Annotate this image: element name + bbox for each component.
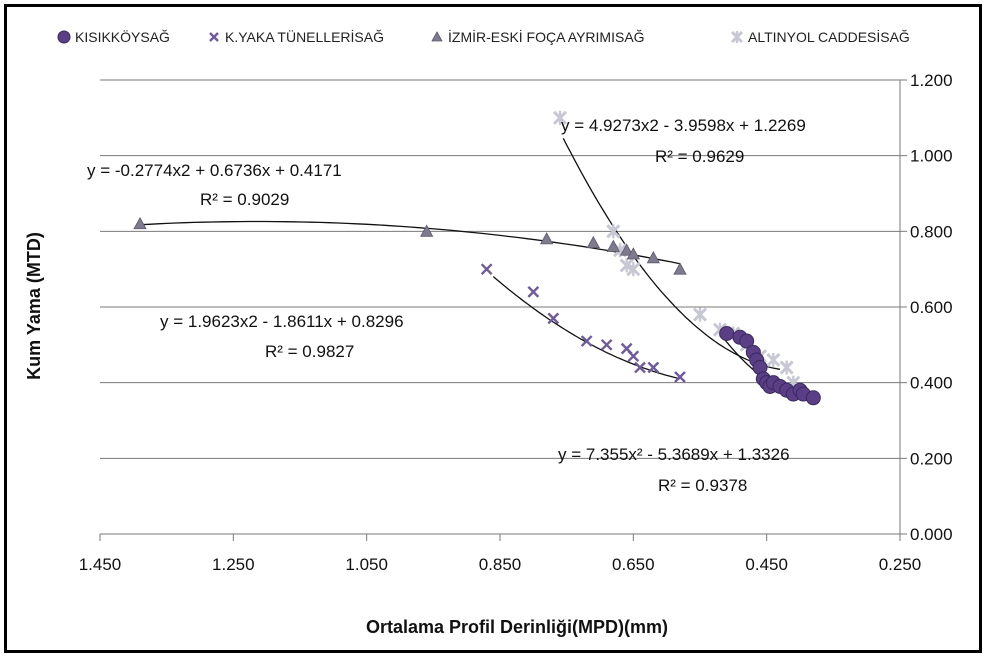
point-triangle — [673, 262, 687, 275]
y-tick-label: 0.800 — [910, 222, 953, 241]
legend-item: KISIKKÖYSAĞ — [57, 28, 170, 45]
annotation-izmir-equation: y = -0.2774x2 + 0.6736x + 0.4171 — [87, 161, 342, 180]
annotation-kyaka-equation: y = 1.9623x2 - 1.8611x + 0.8296 — [160, 312, 404, 331]
point-x — [600, 338, 613, 351]
point-triangle — [646, 250, 661, 264]
point-star — [552, 110, 568, 125]
x-tick-label: 0.450 — [745, 555, 788, 574]
point-x — [209, 32, 219, 42]
point-circle — [739, 333, 755, 349]
y-tick-label: 0.400 — [910, 374, 953, 393]
point-star — [766, 352, 781, 368]
y-tick-label: 1.200 — [910, 71, 953, 90]
x-tick-label: 0.850 — [479, 555, 522, 574]
legend-label: İZMİR-ESKİ FOÇA AYRIMISAĞ — [448, 28, 645, 45]
point-x — [634, 361, 646, 374]
annotation-kisikkoy-r2: R² = 0.9378 — [658, 476, 747, 495]
point-star — [606, 224, 621, 239]
point-circle — [57, 30, 71, 44]
x-tick-label: 0.250 — [879, 555, 922, 574]
x-tick-label: 1.050 — [345, 555, 388, 574]
annotation-izmir-r2: R² = 0.9029 — [200, 190, 289, 209]
y-tick-label: 0.600 — [910, 298, 953, 317]
point-star — [619, 258, 634, 273]
legend-label: K.YAKA TÜNELLERİSAĞ — [225, 28, 384, 45]
y-tick-label: 1.000 — [910, 147, 953, 166]
annotation-kyaka-r2: R² = 0.9827 — [265, 342, 354, 361]
point-x — [527, 286, 540, 298]
point-triangle — [619, 243, 634, 256]
y-tick-label: 0.200 — [910, 449, 953, 468]
point-triangle — [431, 31, 443, 42]
point-star — [730, 30, 744, 44]
trendline — [139, 220, 681, 265]
point-x — [647, 361, 660, 374]
y-axis-title: Kum Yama (MTD) — [24, 232, 44, 380]
axes: 0.000 0.200 0.400 0.600 0.800 1.000 1.200 1.450… — [79, 71, 953, 574]
point-x — [580, 335, 593, 347]
point-triangle — [606, 239, 621, 252]
point-star — [626, 262, 641, 277]
point-triangle — [133, 216, 147, 230]
point-circle — [805, 390, 821, 406]
point-triangle — [626, 247, 641, 260]
annotation-kisikkoy-equation: y = 7.355x² - 5.3689x + 1.3326 — [558, 445, 790, 464]
point-star — [692, 307, 708, 322]
point-x — [627, 350, 640, 363]
x-tick-label: 1.450 — [79, 555, 122, 574]
point-x — [480, 263, 493, 276]
annotation-altinyol-r2: R² = 0.9629 — [655, 147, 744, 166]
x-axis-title: Ortalama Profil Derinliği(MPD)(mm) — [366, 617, 668, 637]
legend-item: İZMİR-ESKİ FOÇA AYRIMISAĞ — [431, 28, 645, 45]
point-star — [779, 360, 794, 375]
point-x — [547, 312, 560, 325]
point-triangle — [419, 224, 434, 237]
legend-item: K.YAKA TÜNELLERİSAĞ — [209, 28, 384, 45]
x-tick-label: 0.650 — [612, 555, 655, 574]
chart-frame — [4, 4, 982, 653]
point-triangle — [586, 235, 601, 249]
trendline — [562, 138, 781, 370]
legend-label: KISIKKÖYSAĞ — [75, 28, 170, 45]
point-circle — [719, 325, 735, 341]
data-points — [133, 110, 821, 406]
annotation-altinyol-equation: y = 4.9273x2 - 3.9598x + 1.2269 — [561, 116, 806, 135]
x-tick-label: 1.250 — [212, 555, 255, 574]
point-triangle — [539, 232, 554, 245]
grid-lines — [100, 79, 900, 459]
legend-label: ALTINYOL CADDESİSAĞ — [748, 28, 910, 45]
legend-item: ALTINYOL CADDESİSAĞ — [730, 28, 910, 45]
point-x — [674, 371, 686, 383]
y-tick-label: 0.000 — [910, 525, 953, 544]
trendline — [492, 276, 681, 380]
legend: KISIKKÖYSAĞ K.YAKA TÜNELLERİSAĞ İZMİR-ESKİ… — [57, 28, 910, 45]
